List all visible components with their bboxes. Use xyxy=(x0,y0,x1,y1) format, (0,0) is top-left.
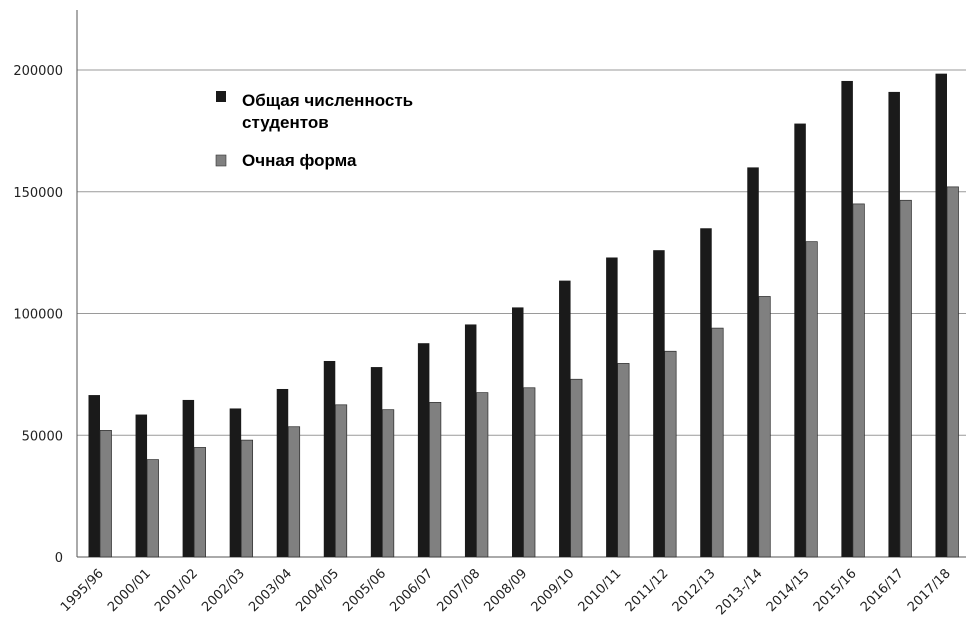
x-tick-label: 2012/13 xyxy=(670,566,719,615)
x-tick-label: 2007/08 xyxy=(434,566,483,615)
legend-swatch-fulltime xyxy=(215,154,227,167)
bar-fulltime-2002/03 xyxy=(240,439,254,558)
bar-total-1995/96 xyxy=(88,395,100,557)
bar-total-2012/13 xyxy=(700,228,712,557)
bar-fulltime-2016/17 xyxy=(899,199,912,558)
bar-fulltime-2006/07 xyxy=(429,402,442,558)
bar-total-2015/16 xyxy=(841,80,853,558)
y-tick-label: 0 xyxy=(55,551,63,566)
bar-fulltime-2010/11 xyxy=(617,363,630,558)
x-tick-label: 2010/11 xyxy=(576,566,625,615)
bar-fulltime-2011/12 xyxy=(664,350,677,558)
x-tick-label: 2003/04 xyxy=(246,566,295,615)
bar-fulltime-2009/10 xyxy=(570,378,583,558)
bar-fulltime-2003/04 xyxy=(287,426,301,558)
bar-fulltime-2012/13 xyxy=(711,327,724,558)
bar-total-2004/05 xyxy=(323,360,336,557)
bar-fulltime-2007/08 xyxy=(476,392,489,558)
bar-fulltime-1995/96 xyxy=(99,430,112,558)
legend-label-fulltime: Очная форма xyxy=(242,151,357,170)
bar-total-2016/17 xyxy=(888,91,900,557)
bar-fulltime-2015/16 xyxy=(852,203,865,558)
bar-fulltime-2017/18 xyxy=(946,186,959,558)
x-tick-label: 2015/16 xyxy=(811,566,860,615)
bars xyxy=(88,73,959,558)
bar-total-2008/09 xyxy=(512,307,524,557)
legend: Общая численность студентов Очная форма xyxy=(215,91,413,170)
bar-total-2006/07 xyxy=(417,343,430,557)
y-axis-tick-labels: 0 50000 100000 150000 200000 xyxy=(13,64,63,566)
bar-fulltime-2014/15 xyxy=(805,241,818,558)
x-tick-label: 2005/06 xyxy=(340,566,389,615)
x-tick-label: 2011/12 xyxy=(623,566,672,615)
bar-fulltime-2005/06 xyxy=(381,409,395,558)
legend-label-total-line2: студентов xyxy=(242,113,329,132)
x-tick-label: 2006/07 xyxy=(387,566,436,615)
legend-swatch-total xyxy=(216,91,226,102)
x-tick-label: 2000/01 xyxy=(105,566,154,615)
y-tick-label: 150000 xyxy=(13,186,63,201)
bar-total-2009/10 xyxy=(559,280,571,557)
x-tick-label: 2002/03 xyxy=(199,566,248,615)
bar-total-2013-/14 xyxy=(747,167,759,557)
x-tick-label: 2016/17 xyxy=(858,566,907,615)
bar-fulltime-2008/09 xyxy=(523,387,536,558)
x-tick-label: 2001/02 xyxy=(152,566,201,615)
x-tick-label: 2004/05 xyxy=(293,566,342,615)
bar-total-2003/04 xyxy=(276,388,289,557)
legend-label-total-line1: Общая численность xyxy=(242,91,413,110)
bar-total-2002/03 xyxy=(229,408,242,557)
bar-total-2007/08 xyxy=(464,324,477,557)
bar-fulltime-2001/02 xyxy=(193,447,206,558)
y-tick-label: 200000 xyxy=(13,64,63,79)
x-tick-label: 2014/15 xyxy=(764,566,813,615)
x-tick-label: 2008/09 xyxy=(482,566,531,615)
x-tick-label: 2009/10 xyxy=(529,566,578,615)
bar-total-2014/15 xyxy=(794,123,806,557)
bar-total-2017/18 xyxy=(935,73,947,557)
bar-fulltime-2013-/14 xyxy=(758,296,771,558)
bar-fulltime-2000/01 xyxy=(146,459,159,558)
bar-fulltime-2004/05 xyxy=(334,404,348,558)
x-axis-tick-labels: 1995/962000/012001/022002/032003/042004/… xyxy=(58,566,954,617)
bar-total-2005/06 xyxy=(370,367,383,557)
bar-total-2000/01 xyxy=(135,414,148,557)
y-tick-label: 50000 xyxy=(22,429,63,444)
x-tick-label: 1995/96 xyxy=(58,566,107,615)
bar-total-2010/11 xyxy=(606,257,618,557)
bar-total-2001/02 xyxy=(182,399,195,557)
y-tick-label: 100000 xyxy=(13,308,63,323)
x-tick-label: 2017/18 xyxy=(905,566,954,615)
bar-total-2011/12 xyxy=(653,250,665,557)
x-tick-label: 2013-/14 xyxy=(713,566,765,617)
